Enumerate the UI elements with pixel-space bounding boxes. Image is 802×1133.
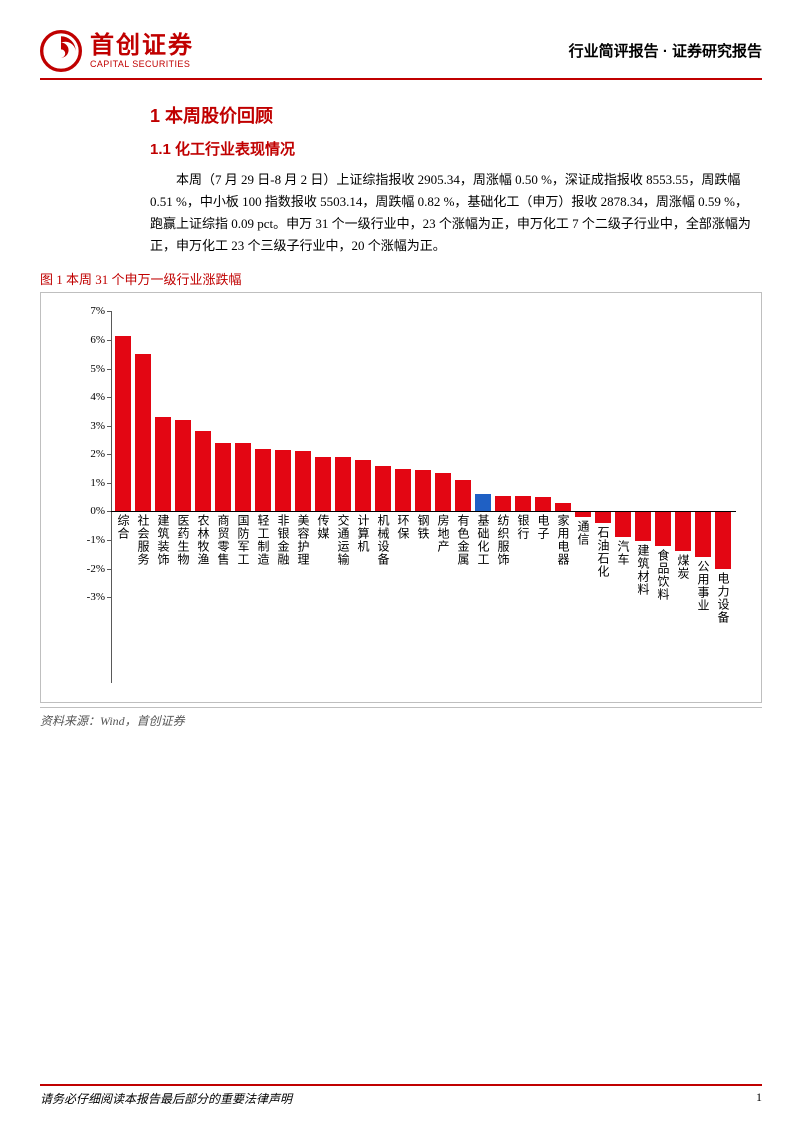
x-tick-label: 家用电器 [557,514,569,566]
bar [315,457,331,511]
x-tick-label: 交通运输 [337,514,349,566]
x-tick-label: 综合 [117,514,129,540]
paragraph: 本周（7 月 29 日-8 月 2 日）上证综指报收 2905.34，周涨幅 0… [150,169,752,257]
x-tick-label: 石油石化 [597,526,609,578]
y-tick-label: 4% [90,391,105,403]
bar [535,497,551,511]
x-tick-label: 银行 [517,514,529,540]
x-tick-label: 通信 [577,520,589,546]
y-tick [107,340,111,341]
logo-text: 首创证券 CAPITAL SECURITIES [90,34,194,69]
bar [275,450,291,511]
x-tick-label: 非银金融 [277,514,289,566]
x-labels-group: 综合社会服务建筑装饰医药生物农林牧渔商贸零售国防军工轻工制造非银金融美容护理传媒… [111,511,736,631]
x-tick-label: 煤炭 [677,554,689,580]
figure-source: 资料来源：Wind，首创证券 [40,707,762,729]
chart-container: -3% -2% -1% 0% 1% 2% 3% 4% 5% 6% 7% 综合社会服务建筑装饰医药生物… [40,292,762,703]
logo: 首创证券 CAPITAL SECURITIES [40,30,194,72]
bar-chart: -3%-2%-1%0%1%2%3%4%5%6%7% 综合社会服务建筑装饰医药生物… [86,311,736,692]
y-tick-label: -3% [87,591,105,603]
bar [555,503,571,512]
y-tick [107,311,111,312]
x-tick-label: 建筑装饰 [157,514,169,566]
x-tick-label: 钢铁 [417,514,429,540]
bar [495,496,511,512]
x-tick-label: 传媒 [317,514,329,540]
bar [175,420,191,511]
bar [475,494,491,511]
x-tick-label: 美容护理 [297,514,309,566]
heading-1: 1 本周股价回顾 [150,102,752,128]
bar [355,460,371,511]
bar [155,417,171,511]
bar [135,354,151,511]
y-tick-label: -2% [87,563,105,575]
bar [215,443,231,512]
bar [235,443,251,512]
bar [455,480,471,511]
bar [115,336,131,512]
x-tick-label: 轻工制造 [257,514,269,566]
page-footer: 请务必仔细阅读本报告最后部分的重要法律声明 1 [40,1084,762,1107]
x-tick-label: 计算机 [357,514,369,553]
y-tick-label: -1% [87,534,105,546]
y-tick-label: 6% [90,334,105,346]
logo-cn: 首创证券 [90,34,194,58]
bar [515,496,531,512]
content: 1 本周股价回顾 1.1 化工行业表现情况 本周（7 月 29 日-8 月 2 … [40,102,762,257]
page: 首创证券 CAPITAL SECURITIES 行业简评报告 · 证券研究报告 … [0,0,802,1133]
y-tick [107,483,111,484]
x-tick-label: 食品饮料 [657,549,669,601]
x-tick-label: 社会服务 [137,514,149,566]
y-tick [107,426,111,427]
x-tick-label: 电力设备 [717,572,729,624]
y-tick [107,454,111,455]
y-tick [107,397,111,398]
logo-swirl-icon [40,30,82,72]
logo-en: CAPITAL SECURITIES [90,60,194,69]
bar [195,431,211,511]
y-tick-label: 2% [90,448,105,460]
heading-2: 1.1 化工行业表现情况 [150,138,752,159]
y-tick-label: 1% [90,477,105,489]
x-tick-label: 商贸零售 [217,514,229,566]
header-doc-type: 行业简评报告 · 证券研究报告 [569,40,762,61]
bar [295,451,311,511]
x-tick-label: 机械设备 [377,514,389,566]
x-tick-label: 医药生物 [177,514,189,566]
page-number: 1 [756,1090,762,1107]
x-tick-label: 建筑材料 [637,544,649,596]
x-tick-label: 电子 [537,514,549,540]
bar [335,457,351,511]
bar [375,466,391,512]
bar [415,470,431,511]
page-header: 首创证券 CAPITAL SECURITIES 行业简评报告 · 证券研究报告 [40,30,762,80]
x-tick-label: 环保 [397,514,409,540]
x-tick-label: 农林牧渔 [197,514,209,566]
bar [395,469,411,512]
x-tick-label: 汽车 [617,540,629,566]
x-tick-label: 公用事业 [697,560,709,612]
x-tick-label: 基础化工 [477,514,489,566]
x-tick-label: 纺织服饰 [497,514,509,566]
y-tick-label: 7% [90,305,105,317]
y-tick-label: 3% [90,420,105,432]
footer-disclaimer: 请务必仔细阅读本报告最后部分的重要法律声明 [40,1090,292,1107]
x-tick-label: 房地产 [437,514,449,553]
x-tick-label: 国防军工 [237,514,249,566]
y-tick-label: 5% [90,363,105,375]
y-tick-label: 0% [90,505,105,517]
bar [255,449,271,512]
figure-title: 图 1 本周 31 个申万一级行业涨跌幅 [40,269,762,288]
x-tick-label: 有色金属 [457,514,469,566]
y-tick [107,369,111,370]
bar [435,473,451,512]
